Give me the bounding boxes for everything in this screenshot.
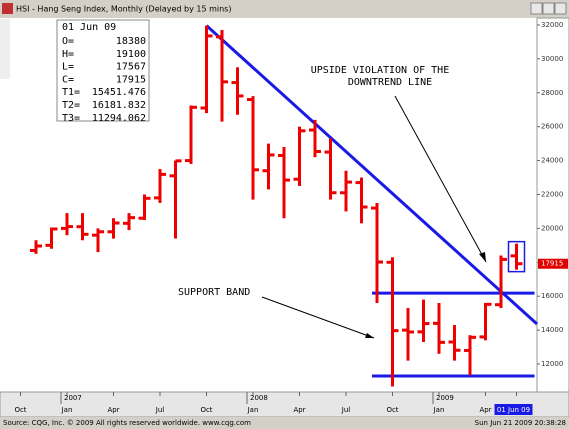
footer-source: Source: CQG, Inc. © 2009 All rights rese… (3, 419, 251, 427)
info-label: T3= (62, 113, 80, 124)
annotation: UPSIDE VIOLATION OF THE (311, 65, 449, 76)
arrow-head (365, 333, 374, 338)
minimize-button[interactable] (530, 2, 543, 15)
info-label: L= (62, 62, 74, 73)
info-date: 01 Jun 09 (62, 22, 116, 33)
y-tick-label: 14000 (541, 326, 563, 334)
info-label: H= (62, 49, 74, 60)
toolbar (0, 19, 10, 79)
y-tick-label: 12000 (541, 360, 563, 368)
x-tick-label: Apr (293, 406, 305, 414)
x-tick-label: Oct (200, 406, 212, 414)
info-label: T2= (62, 100, 80, 111)
info-box (56, 19, 150, 122)
arrow-head (479, 252, 486, 262)
annotation: SUPPORT BAND (178, 287, 250, 298)
x-tick-label: Jul (155, 406, 165, 414)
annotation: DOWNTREND LINE (348, 77, 432, 88)
y-tick-label: 26000 (541, 123, 563, 131)
trend-line (205, 24, 539, 326)
y-tick-label: 16000 (541, 292, 563, 300)
annotation-arrow (261, 296, 375, 339)
footer-timestamp: Sun Jun 21 2009 20:38:28 (475, 419, 566, 427)
y-tick-label: 32000 (541, 21, 563, 29)
y-tick-label: 28000 (541, 89, 563, 97)
x-tick-label: Jul (341, 406, 351, 414)
x-tick-label: 01 Jun 09 (497, 406, 530, 414)
y-tick-label: 24000 (541, 157, 563, 165)
year-label: 2008 (250, 394, 268, 402)
status-bar (0, 417, 569, 429)
info-value: 11294.062 (92, 113, 146, 124)
annotation-arrow (394, 95, 487, 263)
info-value: 17915 (116, 74, 146, 85)
current-date-box (494, 404, 533, 415)
y-tick-label: 30000 (541, 55, 563, 63)
year-label: 2009 (436, 394, 454, 402)
info-value: 16181.832 (92, 100, 146, 111)
info-value: 15451.476 (92, 87, 146, 98)
year-label: 2007 (64, 394, 82, 402)
window-title: HSI - Hang Seng Index, Monthly (Delayed … (16, 5, 231, 14)
info-value: 18380 (116, 36, 146, 47)
x-tick-label: Jan (61, 406, 73, 414)
y-tick-label: 20000 (541, 224, 563, 232)
info-label: O= (62, 36, 74, 47)
close-button[interactable] (554, 2, 567, 15)
x-tick-label: Jan (433, 406, 445, 414)
x-tick-label: Apr (107, 406, 119, 414)
last-price-label: 17915 (541, 260, 563, 268)
price-axis (536, 17, 569, 393)
last-price-box (538, 258, 568, 269)
info-value: 19100 (116, 49, 146, 60)
info-label: C= (62, 74, 74, 85)
app-icon (2, 3, 13, 14)
info-label: T1= (62, 87, 80, 98)
x-tick-label: Jan (247, 406, 259, 414)
maximize-button[interactable] (542, 2, 555, 15)
x-tick-label: Apr (479, 406, 491, 414)
x-tick-label: Oct (386, 406, 398, 414)
x-tick-label: Oct (14, 406, 26, 414)
time-axis (0, 391, 569, 418)
info-value: 17567 (116, 62, 146, 73)
title-bar (0, 0, 569, 18)
y-tick-label: 22000 (541, 190, 563, 198)
current-bar-highlight (507, 240, 526, 273)
